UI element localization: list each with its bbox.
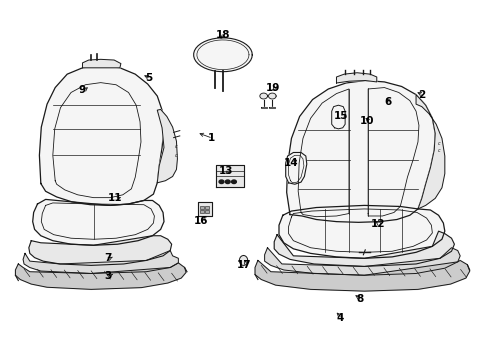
Polygon shape xyxy=(259,93,267,99)
Text: 12: 12 xyxy=(370,219,384,229)
Text: 16: 16 xyxy=(194,216,208,226)
Text: 17: 17 xyxy=(237,260,251,270)
Text: 15: 15 xyxy=(333,111,348,121)
Text: 18: 18 xyxy=(215,30,230,40)
Polygon shape xyxy=(193,38,252,72)
Text: 1: 1 xyxy=(207,133,214,143)
Text: 5: 5 xyxy=(145,73,152,84)
Polygon shape xyxy=(274,231,453,266)
Polygon shape xyxy=(279,206,444,258)
Text: c: c xyxy=(175,144,177,149)
Circle shape xyxy=(219,180,224,184)
Text: 4: 4 xyxy=(336,313,344,323)
Polygon shape xyxy=(157,109,177,183)
Bar xyxy=(200,206,204,209)
Polygon shape xyxy=(264,248,459,275)
Polygon shape xyxy=(23,251,178,274)
Polygon shape xyxy=(40,66,163,206)
Text: 10: 10 xyxy=(359,116,373,126)
Polygon shape xyxy=(269,107,275,108)
Text: 6: 6 xyxy=(384,98,391,107)
Text: 19: 19 xyxy=(265,82,280,93)
Polygon shape xyxy=(197,202,211,216)
Text: 8: 8 xyxy=(355,294,363,304)
Polygon shape xyxy=(82,59,121,68)
Circle shape xyxy=(225,180,230,184)
Polygon shape xyxy=(29,236,171,265)
Polygon shape xyxy=(239,256,247,265)
Polygon shape xyxy=(16,263,185,289)
Bar xyxy=(205,210,208,213)
Polygon shape xyxy=(255,260,469,291)
Polygon shape xyxy=(215,165,243,187)
Polygon shape xyxy=(286,81,434,222)
Text: 2: 2 xyxy=(417,90,425,100)
Text: 13: 13 xyxy=(219,166,233,176)
Text: 3: 3 xyxy=(104,271,111,281)
Polygon shape xyxy=(33,199,163,245)
Polygon shape xyxy=(260,107,266,108)
Bar xyxy=(205,206,208,209)
Bar xyxy=(200,210,204,213)
Text: 11: 11 xyxy=(108,193,122,203)
Text: c: c xyxy=(175,153,177,158)
Text: 9: 9 xyxy=(79,85,86,95)
Polygon shape xyxy=(415,95,444,209)
Text: 14: 14 xyxy=(284,158,298,168)
Text: c: c xyxy=(437,148,440,153)
Circle shape xyxy=(231,180,236,184)
Polygon shape xyxy=(268,93,276,99)
Polygon shape xyxy=(331,105,345,129)
Polygon shape xyxy=(336,73,376,83)
Text: 7: 7 xyxy=(104,253,111,263)
Text: c: c xyxy=(437,141,440,147)
Polygon shape xyxy=(285,153,306,184)
